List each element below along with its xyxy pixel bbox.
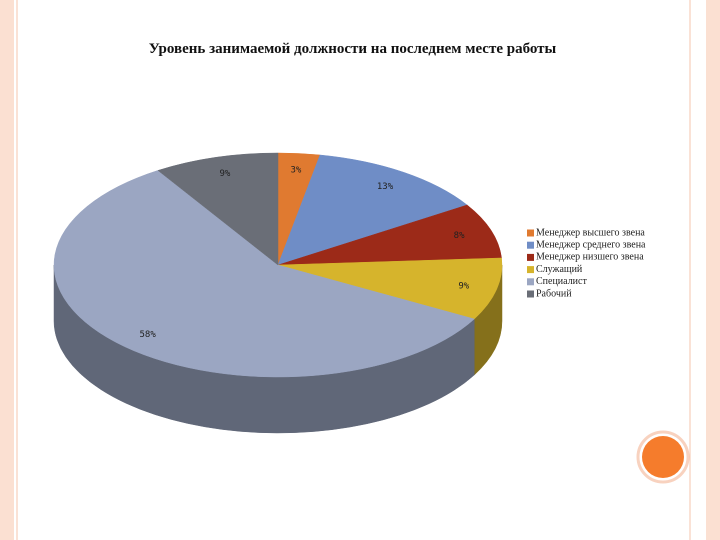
slice	[277, 154, 468, 266]
data-label: 8%	[454, 231, 465, 241]
legend-swatch	[527, 241, 534, 249]
chart-title: Уровень занимаемой должности на последне…	[148, 41, 557, 57]
data-label: 9%	[458, 281, 469, 291]
legend-label: Менеджер низшего звена	[536, 252, 644, 263]
legend-swatch	[527, 229, 534, 237]
data-label: 58%	[140, 330, 157, 340]
data-label: 9%	[219, 169, 230, 179]
legend-swatch	[527, 290, 534, 298]
legend-swatch	[527, 253, 534, 261]
right-stripe	[706, 0, 720, 540]
left-stripe	[0, 0, 14, 540]
legend-label: Специалист	[536, 276, 587, 287]
pie: 3% 13% 8% 9% 58% 9%	[53, 152, 503, 434]
data-label: 13%	[377, 182, 394, 192]
slice	[157, 152, 279, 266]
legend-swatch	[527, 278, 534, 286]
slice	[53, 170, 475, 378]
legend-label: Менеджер среднего звена	[536, 239, 646, 250]
deco-circle	[642, 436, 684, 478]
slice	[277, 204, 502, 266]
legend-swatch	[527, 266, 534, 274]
legend-label: Служащий	[536, 264, 583, 275]
legend-label: Рабочий	[536, 288, 572, 299]
slice	[277, 257, 503, 320]
data-label: 3%	[290, 166, 301, 176]
legend-label: Менеджер высшего звена	[536, 227, 645, 238]
